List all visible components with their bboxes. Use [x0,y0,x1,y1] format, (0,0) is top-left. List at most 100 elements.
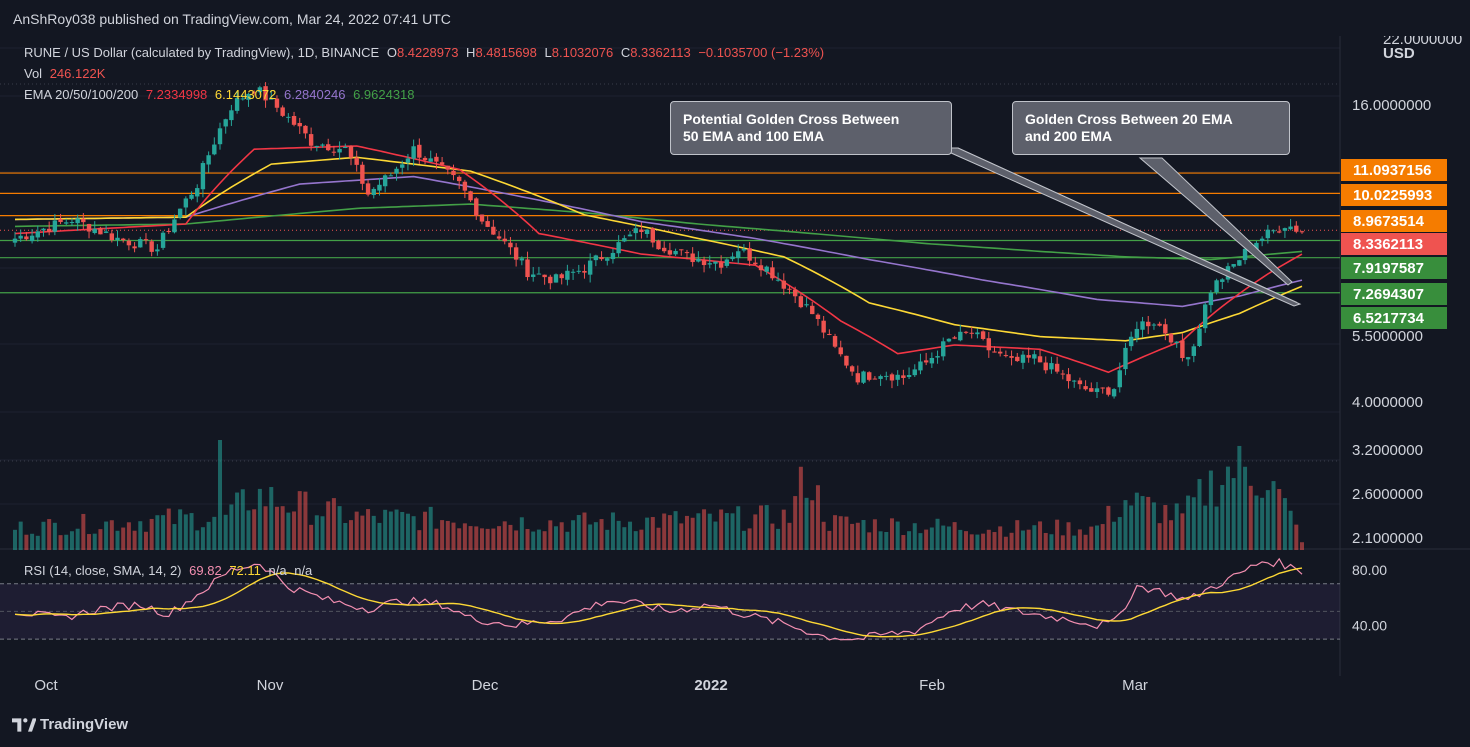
volume-bar [838,516,843,550]
candle-body [109,233,115,241]
candle-body [115,237,120,241]
candle-body [337,148,342,153]
open-label: O [386,45,397,60]
candle-body [548,276,553,284]
price-tag-bg [1341,184,1447,206]
volume-bar [889,518,894,550]
candle-body [599,257,604,260]
candle-body [240,98,245,100]
volume-bar [616,520,621,550]
volume-bar [565,531,570,550]
tradingview-logo-icon[interactable] [12,717,36,733]
volume-bar [1100,524,1105,550]
volume-bar [206,521,211,550]
candle-body [582,270,587,273]
volume-bar [394,509,399,550]
volume-bar [639,529,644,550]
candle-body [1163,324,1168,334]
symbol-legend: RUNE / US Dollar (calculated by TradingV… [24,45,828,60]
rsi-value: 69.82 [189,563,222,578]
candle-body [1168,333,1174,343]
time-tick-label: 2022 [694,677,727,694]
volume-bar [269,487,274,550]
volume-bar [1140,496,1145,550]
candle-body [741,249,747,251]
volume-bar [952,522,957,550]
annotation-2-line-1: Golden Cross Between 20 EMA [1025,111,1233,127]
price-tag-bg [1341,210,1447,232]
candle-body [1015,356,1020,362]
volume-bar [13,529,17,550]
volume-bar [958,529,963,550]
volume-bar [878,531,883,550]
rsi-pane[interactable]: 80.00 40.00 [0,557,1387,641]
candle-body [696,258,701,262]
volume-bar [929,527,934,550]
price-tag-label: 10.0225993 [1353,187,1432,204]
volume-bar [1009,532,1014,550]
candle-body [120,238,126,241]
volume-bar [1015,520,1020,550]
candle-body [764,266,769,272]
symbol-title: RUNE / US Dollar (calculated by TradingV… [24,45,380,60]
candle-body [411,146,416,159]
high-value: 8.4815698 [475,45,537,60]
candle-body [633,228,638,234]
price-axis-top-tick: 22.0000000 [1383,36,1462,48]
horizontal-levels [0,172,1340,294]
candle-body [280,107,285,116]
volume-bar [121,527,126,550]
price-tag-label: 8.3362113 [1353,236,1423,253]
candle-body [650,228,656,243]
volume-bar [428,506,433,550]
volume-bar [798,466,803,550]
ema-legend: EMA 20/50/100/200 7.2334998 6.1443072 6.… [24,87,419,102]
candle-body [753,262,758,265]
volume-bar [126,522,131,550]
volume-bar [1134,492,1139,550]
volume-bar [1123,500,1128,550]
candle-body [553,274,559,283]
volume-bar [1237,445,1242,550]
candle-body [1094,388,1100,393]
candle-body [1020,354,1026,363]
volume-bar [650,517,655,550]
candle-body [758,265,764,271]
candle-body [365,183,371,195]
volume-bar [166,508,171,550]
volume-bar [24,534,29,550]
ema20-line [14,145,1303,374]
volume-bar [388,511,393,550]
volume-bar [548,520,553,550]
volume-bar [1208,470,1213,550]
candle-body [923,360,929,363]
volume-bar [1220,485,1225,550]
candle-body [422,157,428,161]
candle-body [787,288,792,290]
volume-bar [1106,505,1111,550]
volume-bar [941,525,946,550]
volume-bar [514,530,519,550]
volume-bar [1049,534,1054,550]
candle-body [867,372,872,380]
candle-body [18,235,23,239]
volume-bar [673,511,678,550]
candle-body [126,240,132,246]
annotation-golden-cross[interactable]: Golden Cross Between 20 EMA and 200 EMA [1012,101,1290,155]
candle-body [1072,380,1077,382]
time-tick-label: Nov [257,677,284,694]
volume-bar [576,515,581,550]
volume-bar [656,527,661,550]
annotation-potential-golden-cross[interactable]: Potential Golden Cross Between 50 EMA an… [670,101,952,155]
candle-body [701,260,707,266]
candle-body [491,226,496,235]
candle-body [1140,321,1145,330]
candle-body [559,274,564,279]
ema-lines [14,145,1303,374]
candle-body [474,198,479,216]
change-value: −0.1035700 (−1.23%) [698,45,825,60]
volume-bar [1129,505,1134,550]
time-axis[interactable]: Oct Nov Dec 2022 Feb Mar [34,677,1148,694]
